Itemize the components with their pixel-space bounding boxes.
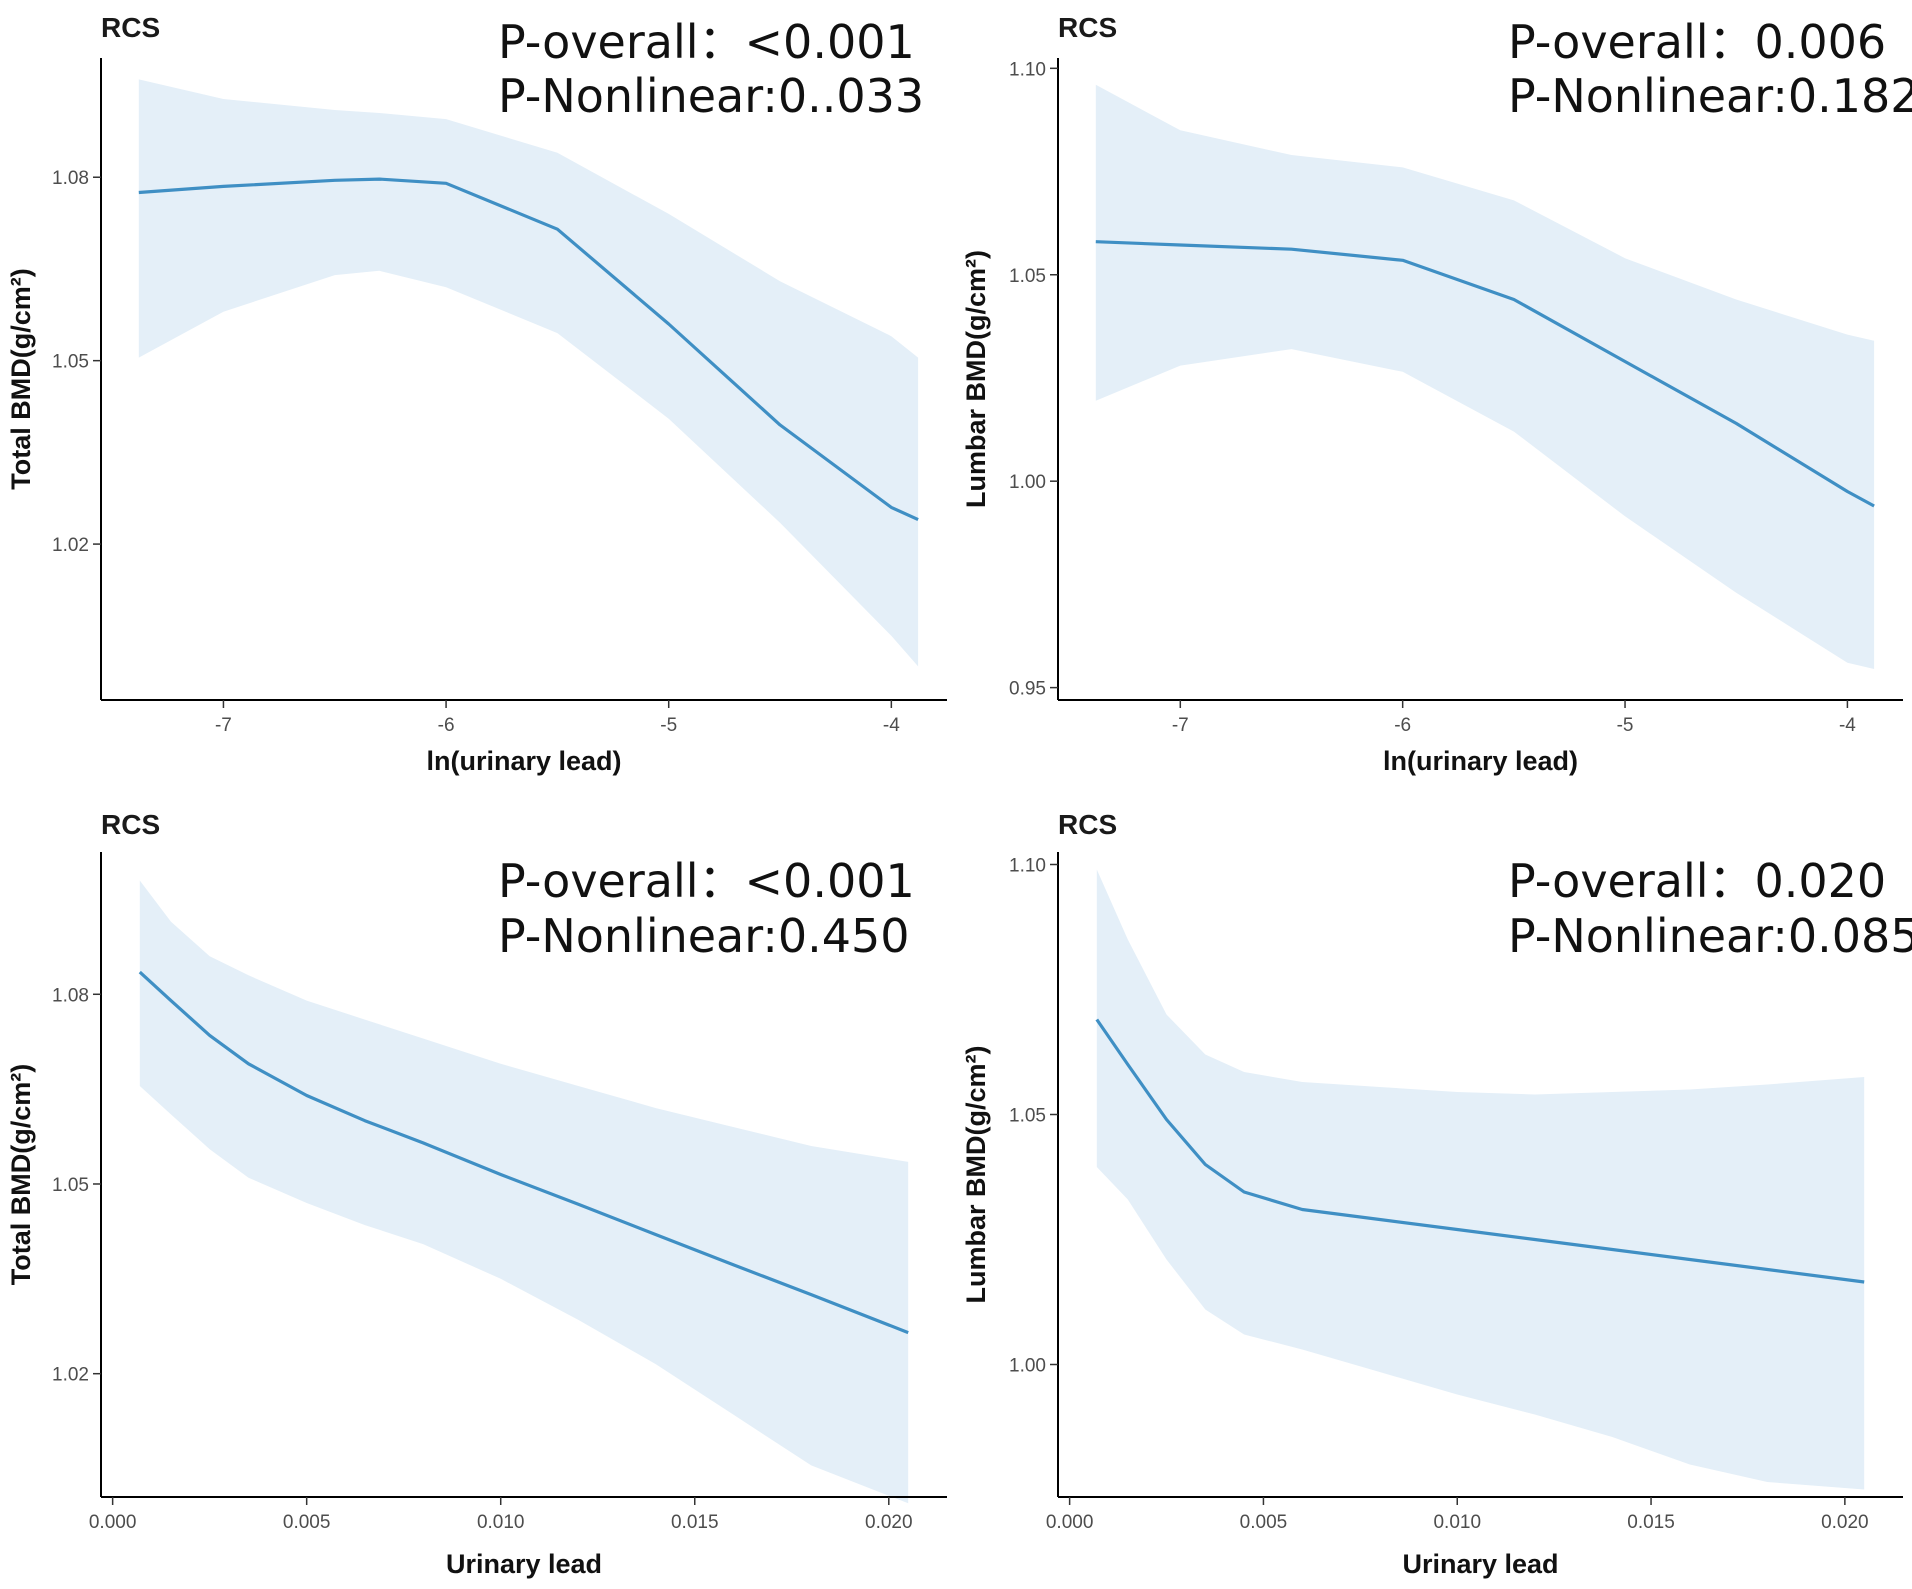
y-tick-label: 1.05 <box>52 352 89 373</box>
p-nonlinear-annotation: P-Nonlinear:0.450 <box>498 909 910 963</box>
p-overall-annotation: P-overall：0.020 <box>1508 854 1886 908</box>
x-axis-title: Urinary lead <box>1402 1549 1558 1579</box>
panel-title: RCS <box>1058 809 1117 840</box>
y-tick-label: 1.05 <box>1009 266 1046 287</box>
fit-line <box>138 177 919 522</box>
y-tick-label: 1.02 <box>52 1365 89 1386</box>
x-tick-label: 0.010 <box>1433 1512 1481 1533</box>
x-tick-label: 0.015 <box>671 1512 719 1533</box>
confidence-band <box>1096 869 1865 1490</box>
panel-title: RCS <box>101 12 160 43</box>
p-nonlinear-annotation: P-Nonlinear:0.182 <box>1508 69 1912 123</box>
x-tick-label: 0.005 <box>283 1512 331 1533</box>
y-axis-title: Total BMD(g/cm²) <box>6 1064 36 1285</box>
x-tick-label: -6 <box>438 715 455 736</box>
chart-panel-top-left: -7 -6 -5 -4 1.02 1.05 1.08 RCS P-overall：<0.001P… <box>6 12 947 776</box>
x-tick-label: 0.000 <box>89 1512 137 1533</box>
p-overall-annotation: P-overall：0.006 <box>1508 15 1886 69</box>
x-tick-label: -5 <box>1617 715 1634 736</box>
p-nonlinear-annotation: P-Nonlinear:0..033 <box>498 69 924 123</box>
y-tick-label: 1.05 <box>1009 1106 1046 1127</box>
x-axis-title: ln(urinary lead) <box>426 746 621 776</box>
y-tick-label: 1.08 <box>52 168 89 189</box>
fit-line <box>1095 240 1875 508</box>
x-tick-label: -5 <box>660 715 677 736</box>
y-axis-title: Lumbar BMD(g/cm²) <box>961 250 991 508</box>
y-axis-title: Total BMD(g/cm²) <box>6 268 36 489</box>
x-axis-title: ln(urinary lead) <box>1383 746 1578 776</box>
confidence-band <box>139 880 909 1504</box>
x-tick-label: 0.020 <box>865 1512 913 1533</box>
y-tick-label: 1.02 <box>52 535 89 556</box>
x-tick-label: -7 <box>215 715 232 736</box>
confidence-band <box>138 79 919 667</box>
x-tick-label: -6 <box>1394 715 1411 736</box>
y-tick-label: 1.00 <box>1009 472 1046 493</box>
x-tick-label: -7 <box>1172 715 1189 736</box>
y-axis-title: Lumbar BMD(g/cm²) <box>961 1046 991 1304</box>
x-tick-label: -4 <box>883 715 900 736</box>
x-tick-label: 0.015 <box>1627 1512 1675 1533</box>
y-tick-label: 1.05 <box>52 1175 89 1196</box>
p-nonlinear-annotation: P-Nonlinear:0.085 <box>1508 909 1912 963</box>
y-tick-label: 1.08 <box>52 985 89 1006</box>
y-tick-label: 0.95 <box>1009 679 1046 700</box>
x-tick-label: 0.000 <box>1046 1512 1094 1533</box>
x-tick-label: 0.005 <box>1240 1512 1288 1533</box>
chart-panel-bottom-left: 0.000 0.005 0.010 0.015 0.020 1.02 1.05 1.08 RCS… <box>6 809 947 1579</box>
panel-title: RCS <box>101 809 160 840</box>
x-axis-title: Urinary lead <box>446 1549 602 1579</box>
fit-line <box>1095 1018 1865 1284</box>
confidence-band <box>1095 84 1875 670</box>
panel-title: RCS <box>1058 12 1117 43</box>
x-tick-label: 0.010 <box>477 1512 525 1533</box>
fit-line <box>138 970 909 1335</box>
y-tick-label: 1.10 <box>1009 59 1046 80</box>
p-overall-annotation: P-overall：<0.001 <box>498 854 915 908</box>
p-overall-annotation: P-overall：<0.001 <box>498 15 915 69</box>
chart-panel-bottom-right: 0.000 0.005 0.010 0.015 0.020 1.00 1.05 1.10 RCS… <box>961 809 1912 1579</box>
x-tick-label: -4 <box>1839 715 1856 736</box>
chart-panel-top-right: -7 -6 -5 -4 0.95 1.00 1.05 1.10 RCS P-overall：0.0… <box>961 12 1912 776</box>
y-tick-label: 1.10 <box>1009 856 1046 877</box>
x-tick-label: 0.020 <box>1821 1512 1869 1533</box>
y-tick-label: 1.00 <box>1009 1356 1046 1377</box>
